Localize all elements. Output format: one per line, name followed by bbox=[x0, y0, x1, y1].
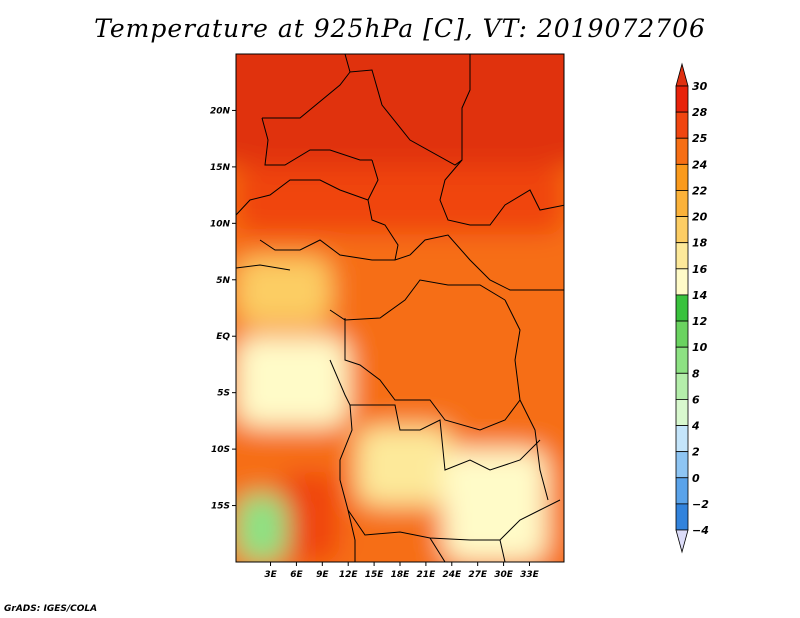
temperature-field bbox=[236, 54, 564, 562]
y-tick-label: 20N bbox=[210, 106, 231, 116]
colorbar-segment bbox=[675, 346, 689, 374]
colorbar-label: −4 bbox=[692, 524, 709, 537]
region-sahara-north bbox=[236, 54, 564, 167]
chart-title: Temperature at 925hPa [C], VT: 201907270… bbox=[94, 14, 706, 43]
country-borders bbox=[236, 54, 564, 562]
colorbar-label: 10 bbox=[692, 341, 708, 354]
colorbar-label: 14 bbox=[692, 289, 707, 302]
y-axis: 20N 15N 10N 5N EQ 5S 10S 15S bbox=[210, 106, 236, 512]
x-tick-label: 12E bbox=[339, 570, 359, 580]
colorbar-segment bbox=[675, 111, 689, 139]
colorbar-segment bbox=[675, 320, 689, 348]
colorbar-segment bbox=[675, 425, 689, 453]
colorbar-label: 24 bbox=[692, 158, 707, 171]
x-tick-label: 6E bbox=[290, 570, 303, 580]
x-tick-label: 9E bbox=[316, 570, 329, 580]
colorbar-bottom-cap bbox=[675, 529, 689, 554]
colorbar-segment bbox=[675, 163, 689, 191]
region-west-africa-coast bbox=[236, 257, 331, 325]
region-congo-basin-east bbox=[400, 279, 487, 427]
colorbar-label: 25 bbox=[692, 132, 708, 145]
colorbar-top-cap bbox=[675, 62, 689, 87]
colorbar-segment bbox=[675, 503, 689, 531]
colorbar-label: 8 bbox=[692, 367, 700, 380]
y-tick-label: 5S bbox=[217, 389, 230, 399]
colorbar-label: 6 bbox=[692, 393, 700, 406]
x-tick-label: 3E bbox=[264, 570, 277, 580]
colorbar-label: 22 bbox=[692, 184, 708, 197]
colorbar-segment bbox=[675, 190, 689, 217]
colorbar-segment bbox=[675, 451, 689, 479]
colorbar-label: 12 bbox=[692, 315, 708, 328]
colorbar-segment bbox=[675, 242, 689, 270]
colorbar-segment bbox=[675, 85, 689, 113]
y-tick-label: 15S bbox=[211, 502, 230, 512]
x-tick-label: 18E bbox=[391, 570, 411, 580]
colorbar-label: 18 bbox=[692, 237, 708, 250]
grads-credit: GrADS: IGES/COLA bbox=[4, 604, 98, 614]
colorbar-label: 30 bbox=[692, 80, 708, 93]
colorbar-label: 2 bbox=[692, 446, 700, 459]
colorbar-segment bbox=[675, 477, 689, 505]
colorbar-label: 4 bbox=[691, 420, 700, 433]
colorbar-segment bbox=[675, 372, 689, 400]
colorbar-label: 16 bbox=[692, 263, 708, 276]
colorbar-segment bbox=[675, 294, 689, 322]
region-zambia-malawi bbox=[443, 449, 547, 562]
x-tick-label: 24E bbox=[442, 570, 462, 580]
x-tick-label: 21E bbox=[417, 570, 437, 580]
region-gulf-of-guinea-atlantic bbox=[236, 336, 349, 427]
x-tick-label: 27E bbox=[468, 570, 488, 580]
region-south-atlantic-southwest bbox=[236, 494, 288, 562]
region-sahel bbox=[236, 166, 564, 235]
colorbar-label: −2 bbox=[692, 498, 709, 511]
x-tick-label: 15E bbox=[365, 570, 385, 580]
colorbar-segment bbox=[675, 268, 689, 296]
colorbar-label: 0 bbox=[692, 472, 700, 485]
colorbar-segment bbox=[675, 399, 689, 426]
colorbar-segment bbox=[675, 137, 689, 165]
colorbar-label: 28 bbox=[692, 106, 708, 119]
region-namibia-coast bbox=[279, 471, 340, 562]
y-tick-label: 10S bbox=[211, 445, 230, 455]
region-angola-highlands bbox=[356, 426, 452, 506]
colorbar-segment bbox=[675, 216, 689, 244]
x-tick-label: 30E bbox=[494, 570, 514, 580]
y-tick-label: 15N bbox=[210, 163, 231, 173]
x-tick-label: 33E bbox=[520, 570, 540, 580]
colorbar-label: 20 bbox=[692, 211, 708, 224]
y-tick-label: EQ bbox=[216, 332, 230, 342]
x-axis: 3E 6E 9E 12E 15E 18E 21E 24E 27E 30E 33E bbox=[264, 562, 540, 580]
y-tick-label: 10N bbox=[210, 219, 231, 229]
y-tick-label: 5N bbox=[216, 276, 230, 286]
